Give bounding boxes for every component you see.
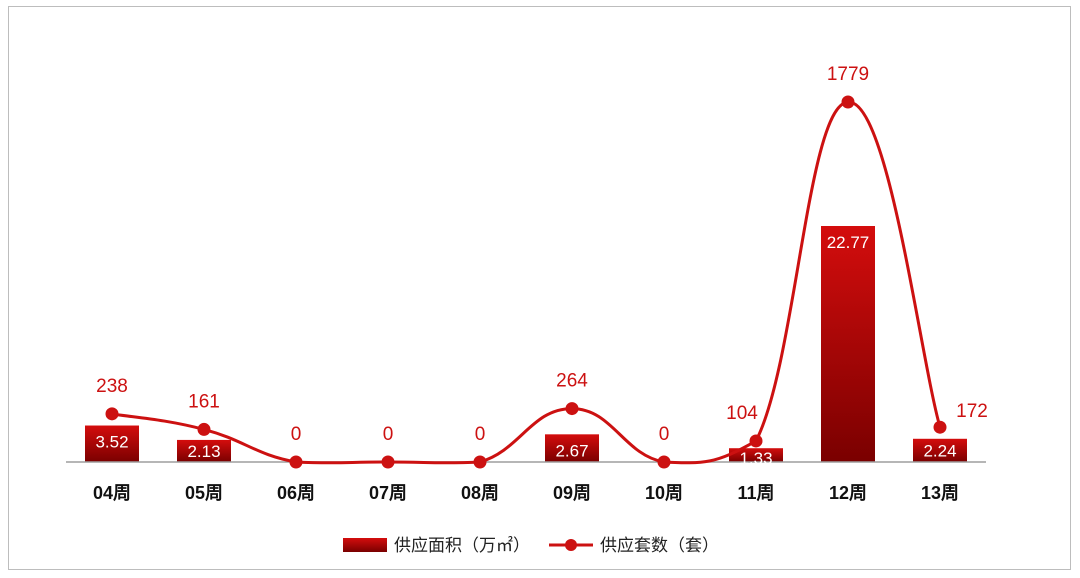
x-tick-label: 08周	[461, 483, 499, 503]
legend-swatch-bar	[343, 538, 387, 552]
bar-value-label: 22.77	[827, 233, 870, 252]
bar-13周	[913, 438, 967, 462]
x-tick-label: 09周	[553, 483, 591, 503]
bar-12周	[821, 226, 875, 462]
line-point	[105, 407, 119, 421]
line-value-label: 161	[188, 391, 220, 412]
line-point	[657, 455, 671, 469]
line-point	[933, 420, 947, 434]
line-point	[197, 422, 211, 436]
line-point	[749, 434, 763, 448]
line-value-label: 172	[956, 401, 988, 422]
bar-value-label: 1.33	[739, 449, 772, 468]
bar-value-label: 3.52	[95, 433, 128, 452]
bar-05周	[177, 439, 231, 462]
line-value-label: 264	[556, 371, 588, 392]
line-value-label: 0	[383, 424, 394, 445]
bar-value-label: 2.24	[923, 441, 956, 460]
line-value-label: 1779	[827, 64, 869, 85]
chart-frame	[8, 6, 1071, 570]
line-value-label: 104	[726, 403, 758, 424]
x-tick-label: 04周	[93, 483, 131, 503]
legend: 供应面积（万㎡） 供应套数（套）	[343, 536, 719, 555]
bar-11周	[729, 448, 783, 462]
x-tick-label: 06周	[277, 483, 315, 503]
legend-label-bar: 供应面积（万㎡）	[394, 536, 530, 555]
line-value-label: 0	[291, 424, 302, 445]
line-value-label: 0	[475, 424, 486, 445]
x-tick-label: 05周	[185, 483, 223, 503]
x-tick-label: 07周	[369, 483, 407, 503]
line-point	[381, 455, 395, 469]
bar-value-label: 2.13	[187, 442, 220, 461]
x-tick-label: 13周	[921, 483, 959, 503]
line-value-label: 238	[96, 376, 128, 397]
series-line-supply-units	[111, 100, 942, 465]
bar-04周	[85, 425, 139, 462]
legend-label-line: 供应套数（套）	[600, 536, 719, 555]
bar-value-label: 2.67	[555, 441, 588, 460]
line-point	[565, 402, 579, 416]
x-tick-label: 10周	[645, 483, 683, 503]
line-point	[473, 455, 487, 469]
x-tick-label: 12周	[829, 483, 867, 503]
line-value-label: 0	[659, 424, 670, 445]
line-point	[841, 95, 855, 109]
line-point	[289, 455, 303, 469]
x-tick-label: 11周	[737, 483, 774, 503]
legend-swatch-marker	[565, 539, 577, 551]
bar-09周	[545, 434, 599, 462]
